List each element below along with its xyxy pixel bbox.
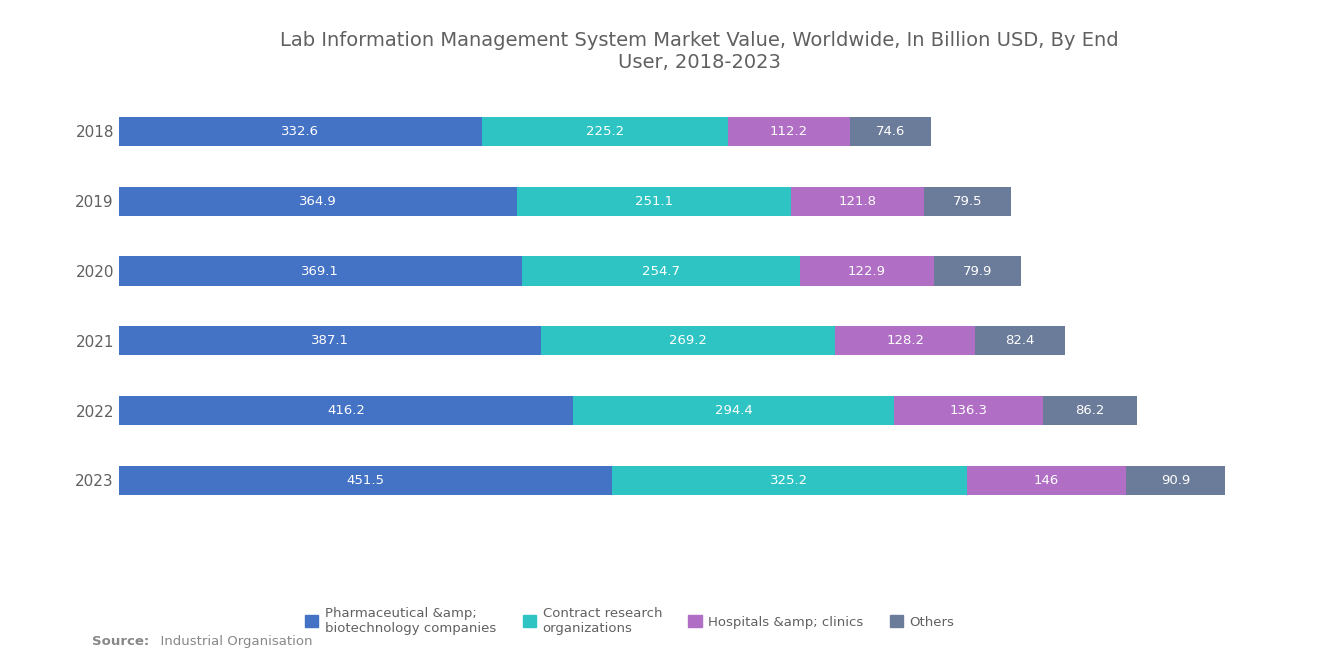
Bar bbox=[611, 465, 966, 495]
Bar bbox=[727, 117, 850, 146]
Bar bbox=[1126, 465, 1225, 495]
Title: Lab Information Management System Market Value, Worldwide, In Billion USD, By En: Lab Information Management System Market… bbox=[280, 31, 1119, 72]
Bar bbox=[850, 117, 932, 146]
Text: 369.1: 369.1 bbox=[301, 265, 339, 277]
Text: 251.1: 251.1 bbox=[635, 195, 673, 207]
Text: Industrial Organisation: Industrial Organisation bbox=[152, 635, 313, 648]
Text: 387.1: 387.1 bbox=[312, 334, 348, 347]
Bar bbox=[933, 257, 1020, 286]
Text: 122.9: 122.9 bbox=[847, 265, 886, 277]
Bar bbox=[791, 187, 924, 216]
Legend: Pharmaceutical &amp;
biotechnology companies, Contract research
organizations, H: Pharmaceutical &amp; biotechnology compa… bbox=[300, 601, 960, 640]
Bar bbox=[836, 326, 975, 355]
Text: 451.5: 451.5 bbox=[346, 474, 384, 487]
Bar bbox=[800, 257, 933, 286]
Text: 90.9: 90.9 bbox=[1160, 474, 1191, 487]
Text: 79.5: 79.5 bbox=[953, 195, 982, 207]
Bar bbox=[541, 326, 836, 355]
Bar bbox=[517, 187, 791, 216]
Bar bbox=[573, 396, 895, 425]
Text: 86.2: 86.2 bbox=[1076, 404, 1105, 417]
Text: Source:: Source: bbox=[92, 635, 149, 648]
Text: 364.9: 364.9 bbox=[300, 195, 337, 207]
Text: 416.2: 416.2 bbox=[327, 404, 364, 417]
Text: 332.6: 332.6 bbox=[281, 125, 319, 138]
Text: 294.4: 294.4 bbox=[715, 404, 752, 417]
Text: 136.3: 136.3 bbox=[950, 404, 987, 417]
Bar bbox=[975, 326, 1065, 355]
Text: 128.2: 128.2 bbox=[886, 334, 924, 347]
Text: 146: 146 bbox=[1034, 474, 1059, 487]
Text: 254.7: 254.7 bbox=[642, 265, 680, 277]
Bar bbox=[482, 117, 727, 146]
Bar bbox=[119, 117, 482, 146]
Bar bbox=[895, 396, 1043, 425]
Bar bbox=[119, 326, 541, 355]
Text: 112.2: 112.2 bbox=[770, 125, 808, 138]
Bar bbox=[924, 187, 1011, 216]
Text: 325.2: 325.2 bbox=[770, 474, 808, 487]
Bar bbox=[119, 465, 611, 495]
Bar bbox=[119, 187, 517, 216]
Text: 74.6: 74.6 bbox=[876, 125, 906, 138]
Bar bbox=[966, 465, 1126, 495]
Text: 225.2: 225.2 bbox=[586, 125, 624, 138]
Bar bbox=[521, 257, 800, 286]
Text: 269.2: 269.2 bbox=[669, 334, 708, 347]
Text: 82.4: 82.4 bbox=[1006, 334, 1035, 347]
Bar bbox=[1043, 396, 1138, 425]
Text: 79.9: 79.9 bbox=[962, 265, 993, 277]
Text: 121.8: 121.8 bbox=[838, 195, 876, 207]
Bar bbox=[119, 396, 573, 425]
Bar bbox=[119, 257, 521, 286]
